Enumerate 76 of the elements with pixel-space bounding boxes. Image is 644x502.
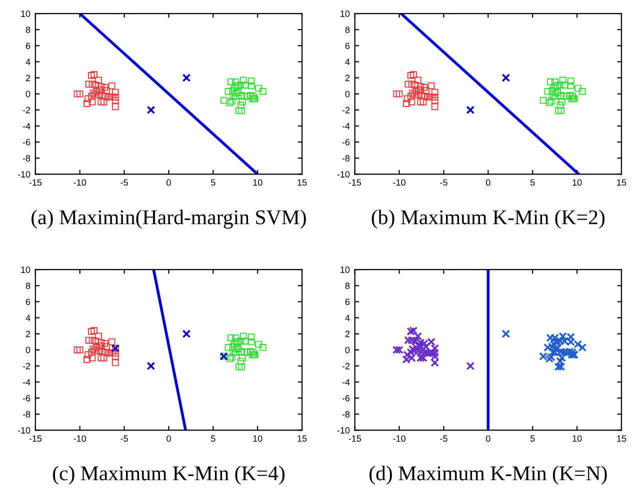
y-tick-label: -2 xyxy=(22,106,30,114)
y-tick-label: 8 xyxy=(345,26,350,33)
y-tick-label: 0 xyxy=(345,90,350,98)
y-tick-label: -8 xyxy=(22,411,30,418)
y-tick-label: -6 xyxy=(342,139,350,146)
x-tick-label: 0 xyxy=(166,179,171,186)
x-tick-label: -15 xyxy=(29,435,42,442)
y-tick-label: 2 xyxy=(345,74,350,82)
y-tick-label: 0 xyxy=(345,346,350,354)
y-tick-label: 6 xyxy=(345,42,350,50)
y-tick-label: -6 xyxy=(22,139,30,146)
y-tick-label: 6 xyxy=(345,298,350,306)
x-tick-label: 0 xyxy=(166,435,171,442)
y-tick-label: -2 xyxy=(342,106,350,114)
x-tick-label: -10 xyxy=(393,435,406,442)
y-tick-label: -8 xyxy=(22,155,30,162)
x-axis-title: (a) Maximin(Hard-margin SVM) xyxy=(32,210,306,229)
y-tick-label: -10 xyxy=(337,171,350,178)
y-tick-label: 2 xyxy=(26,330,30,338)
x-tick-label: -5 xyxy=(120,179,128,186)
x-tick-label: 0 xyxy=(486,435,490,442)
y-tick-label: 2 xyxy=(26,74,30,82)
x-tick-label: -10 xyxy=(393,179,406,186)
x-tick-label: 15 xyxy=(617,435,626,442)
x-tick-label: 5 xyxy=(530,179,535,186)
y-tick-label: 4 xyxy=(26,314,30,322)
x-tick-label: 10 xyxy=(572,179,582,186)
y-tick-label: 10 xyxy=(21,10,30,17)
x-axis-title: (c) Maximum K-Min (K=4) xyxy=(52,466,284,485)
x-tick-label: 10 xyxy=(253,179,262,186)
x-axis-title: (d) Maximum K-Min (K=N) xyxy=(369,466,607,485)
x-tick-label: -15 xyxy=(348,179,361,186)
y-tick-label: -8 xyxy=(342,411,350,418)
y-tick-label: 8 xyxy=(345,282,350,289)
x-axis-title: (b) Maximum K-Min (K=2) xyxy=(372,210,604,229)
y-tick-label: -6 xyxy=(22,395,30,402)
x-tick-label: -5 xyxy=(440,435,448,442)
x-tick-label: 5 xyxy=(211,435,216,442)
y-tick-label: -10 xyxy=(18,427,30,434)
y-tick-label: 4 xyxy=(26,58,30,66)
x-tick-label: -10 xyxy=(74,179,86,186)
y-tick-label: 10 xyxy=(340,10,350,17)
x-tick-label: 15 xyxy=(298,179,307,186)
y-tick-label: 4 xyxy=(345,58,350,66)
y-tick-label: 8 xyxy=(26,282,30,289)
y-tick-label: -2 xyxy=(342,362,350,370)
y-tick-label: -8 xyxy=(342,155,350,162)
x-tick-label: 10 xyxy=(253,435,262,442)
y-tick-label: 0 xyxy=(26,90,30,98)
x-tick-label: 5 xyxy=(211,179,216,186)
y-tick-label: -4 xyxy=(22,379,30,386)
x-tick-label: 0 xyxy=(486,179,490,186)
y-tick-label: 6 xyxy=(26,298,30,306)
x-tick-label: -10 xyxy=(74,435,86,442)
y-tick-label: -4 xyxy=(342,123,350,130)
y-tick-label: 0 xyxy=(26,346,30,354)
x-tick-label: -15 xyxy=(348,435,361,442)
y-tick-label: -10 xyxy=(337,427,350,434)
x-tick-label: -15 xyxy=(29,179,42,186)
y-tick-label: -10 xyxy=(18,171,30,178)
x-tick-label: -5 xyxy=(120,435,128,442)
y-tick-label: -6 xyxy=(342,395,350,402)
x-tick-label: 10 xyxy=(572,435,582,442)
y-tick-label: 10 xyxy=(340,266,350,273)
x-tick-label: -5 xyxy=(440,179,448,186)
y-tick-label: -2 xyxy=(22,362,30,370)
y-tick-label: 8 xyxy=(26,26,30,33)
x-tick-label: 15 xyxy=(298,435,307,442)
y-tick-label: 10 xyxy=(21,266,30,273)
x-tick-label: 15 xyxy=(617,179,626,186)
x-tick-label: 5 xyxy=(530,435,535,442)
y-tick-label: -4 xyxy=(22,123,30,130)
y-tick-label: -4 xyxy=(342,379,350,386)
y-tick-label: 4 xyxy=(345,314,350,322)
y-tick-label: 2 xyxy=(345,330,350,338)
y-tick-label: 6 xyxy=(26,42,30,50)
